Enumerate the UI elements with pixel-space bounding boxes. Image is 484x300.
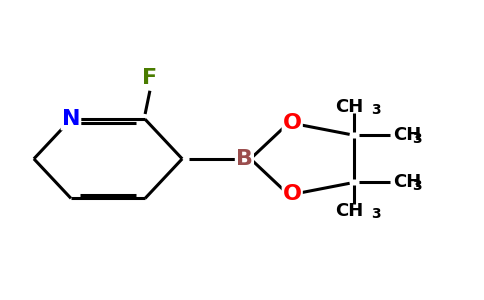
Text: F: F: [142, 68, 157, 88]
Text: CH: CH: [393, 126, 421, 144]
Text: CH: CH: [393, 173, 421, 191]
Text: CH: CH: [335, 98, 364, 116]
Text: N: N: [61, 109, 80, 129]
Text: 3: 3: [412, 132, 422, 146]
Text: B: B: [236, 149, 253, 169]
Text: O: O: [283, 184, 302, 204]
Text: CH: CH: [335, 202, 364, 220]
Text: O: O: [283, 113, 302, 134]
Text: 3: 3: [371, 208, 381, 221]
Text: 3: 3: [371, 103, 381, 117]
Text: 3: 3: [412, 179, 422, 193]
